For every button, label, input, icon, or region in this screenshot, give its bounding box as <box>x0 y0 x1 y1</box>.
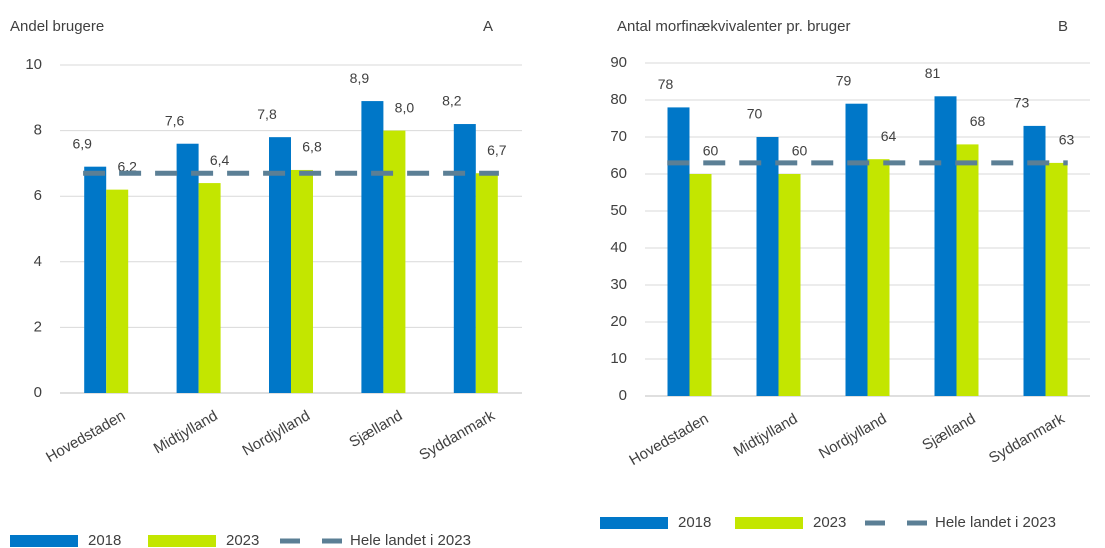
y-tick-label: 4 <box>34 253 42 270</box>
x-tick-label: Nordjylland <box>816 410 889 462</box>
data-label: 6,7 <box>487 142 507 158</box>
data-label: 60 <box>703 143 719 159</box>
x-tick-label: Midtjylland <box>151 407 221 457</box>
bar <box>269 137 291 393</box>
data-label: 78 <box>658 76 674 92</box>
y-tick-label: 10 <box>25 56 42 73</box>
legend-swatch <box>600 517 668 529</box>
y-tick-label: 0 <box>619 387 627 404</box>
x-tick-label: Syddanmark <box>416 407 498 464</box>
bar <box>176 143 199 393</box>
y-tick-label: 80 <box>610 91 627 108</box>
x-tick-label: Sjælland <box>346 407 405 451</box>
x-tick-label: Sjælland <box>919 410 978 454</box>
bar <box>291 169 313 393</box>
legend-label: 2023 <box>226 532 259 548</box>
y-tick-label: 8 <box>34 122 42 139</box>
legend-swatch <box>735 517 803 529</box>
y-tick-label: 30 <box>610 276 627 293</box>
y-tick-label: 2 <box>34 318 42 335</box>
bar <box>867 159 890 396</box>
y-tick-label: 60 <box>610 165 627 182</box>
y-tick-label: 20 <box>610 313 627 330</box>
bar <box>756 137 779 396</box>
bar <box>453 124 476 393</box>
data-label: 60 <box>792 143 808 159</box>
data-label: 8,9 <box>350 70 370 86</box>
data-label: 81 <box>925 65 941 81</box>
legend-label: 2018 <box>678 514 711 531</box>
bar <box>361 101 384 393</box>
data-label: 6,8 <box>302 139 322 155</box>
bar <box>84 166 107 393</box>
bar <box>383 130 406 393</box>
x-tick-label: Midtjylland <box>731 410 801 460</box>
data-label: 68 <box>970 113 986 129</box>
y-tick-label: 50 <box>610 202 627 219</box>
data-label: 63 <box>1059 132 1075 148</box>
legend-swatch <box>10 535 78 547</box>
bar <box>106 189 129 393</box>
y-tick-label: 90 <box>610 54 627 71</box>
x-tick-label: Nordjylland <box>239 407 312 459</box>
data-label: 6,2 <box>117 158 137 174</box>
legend-label: Hele landet i 2023 <box>935 514 1056 531</box>
x-tick-label: Hovedstaden <box>43 407 128 466</box>
bar <box>667 107 690 397</box>
panel-label: B <box>1058 18 1068 35</box>
bar <box>778 174 801 396</box>
data-label: 7,6 <box>165 112 185 128</box>
panel-label: A <box>483 18 493 35</box>
bar <box>845 103 868 396</box>
chart-title: Antal morfinækvivalenter pr. bruger <box>617 18 850 35</box>
data-label: 6,9 <box>72 135 92 151</box>
bar <box>198 183 221 393</box>
bar <box>1023 125 1046 397</box>
data-label: 8,0 <box>395 99 415 115</box>
y-tick-label: 10 <box>610 350 627 367</box>
legend-label: 2023 <box>813 514 846 531</box>
chart-title: Andel brugere <box>10 18 104 35</box>
x-tick-label: Hovedstaden <box>626 410 711 469</box>
data-label: 73 <box>1014 95 1030 111</box>
data-label: 64 <box>881 128 897 144</box>
data-label: 79 <box>836 72 852 88</box>
data-label: 6,4 <box>210 152 230 168</box>
data-label: 70 <box>747 106 763 122</box>
y-tick-label: 70 <box>610 128 627 145</box>
bar <box>1045 162 1068 396</box>
data-label: 7,8 <box>257 106 277 122</box>
x-tick-label: Syddanmark <box>986 410 1068 467</box>
bar <box>689 174 712 396</box>
legend-label: 2018 <box>88 532 121 548</box>
data-label: 8,2 <box>442 93 462 109</box>
legend-swatch <box>148 535 216 547</box>
bar <box>934 96 957 397</box>
bar <box>475 173 498 393</box>
y-tick-label: 6 <box>34 187 42 204</box>
y-tick-label: 40 <box>610 239 627 256</box>
y-tick-label: 0 <box>34 384 42 401</box>
bar <box>956 144 979 396</box>
legend-label: Hele landet i 2023 <box>350 532 471 548</box>
